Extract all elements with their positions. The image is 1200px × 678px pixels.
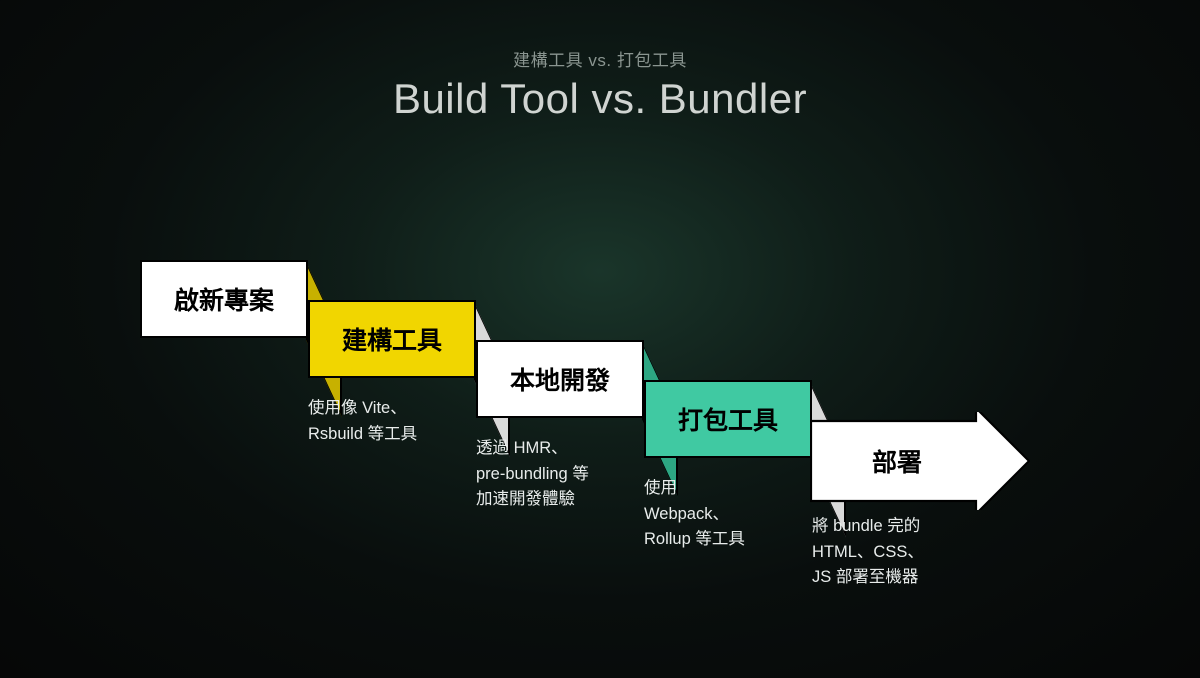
flow-card-label: 本地開發 xyxy=(510,361,610,397)
flow-card-label: 啟新專案 xyxy=(174,281,274,317)
flow-caption: 使用像 Vite、 Rsbuild 等工具 xyxy=(308,396,508,447)
slide-header: 建構工具 vs. 打包工具 Build Tool vs. Bundler xyxy=(0,46,1200,123)
flow-card-label: 建構工具 xyxy=(342,321,442,357)
flow-card-label: 打包工具 xyxy=(678,401,778,437)
flow-card-label: 部署 xyxy=(872,443,922,479)
flow-caption: 透過 HMR、 pre-bundling 等 加速開發體驗 xyxy=(476,436,676,513)
flow-step-new-project: 啟新專案 xyxy=(140,260,308,338)
flow-diagram: 啟新專案 建構工具 使用像 Vite、 Rsbuild 等工具 本地開發 透過 … xyxy=(140,260,1140,660)
flow-step-build-tool: 建構工具 使用像 Vite、 Rsbuild 等工具 xyxy=(308,300,476,378)
flow-card: 建構工具 xyxy=(308,300,476,378)
flow-card: 啟新專案 xyxy=(140,260,308,338)
slide-subtitle: 建構工具 vs. 打包工具 xyxy=(0,46,1200,71)
slide-title: Build Tool vs. Bundler xyxy=(0,75,1200,123)
